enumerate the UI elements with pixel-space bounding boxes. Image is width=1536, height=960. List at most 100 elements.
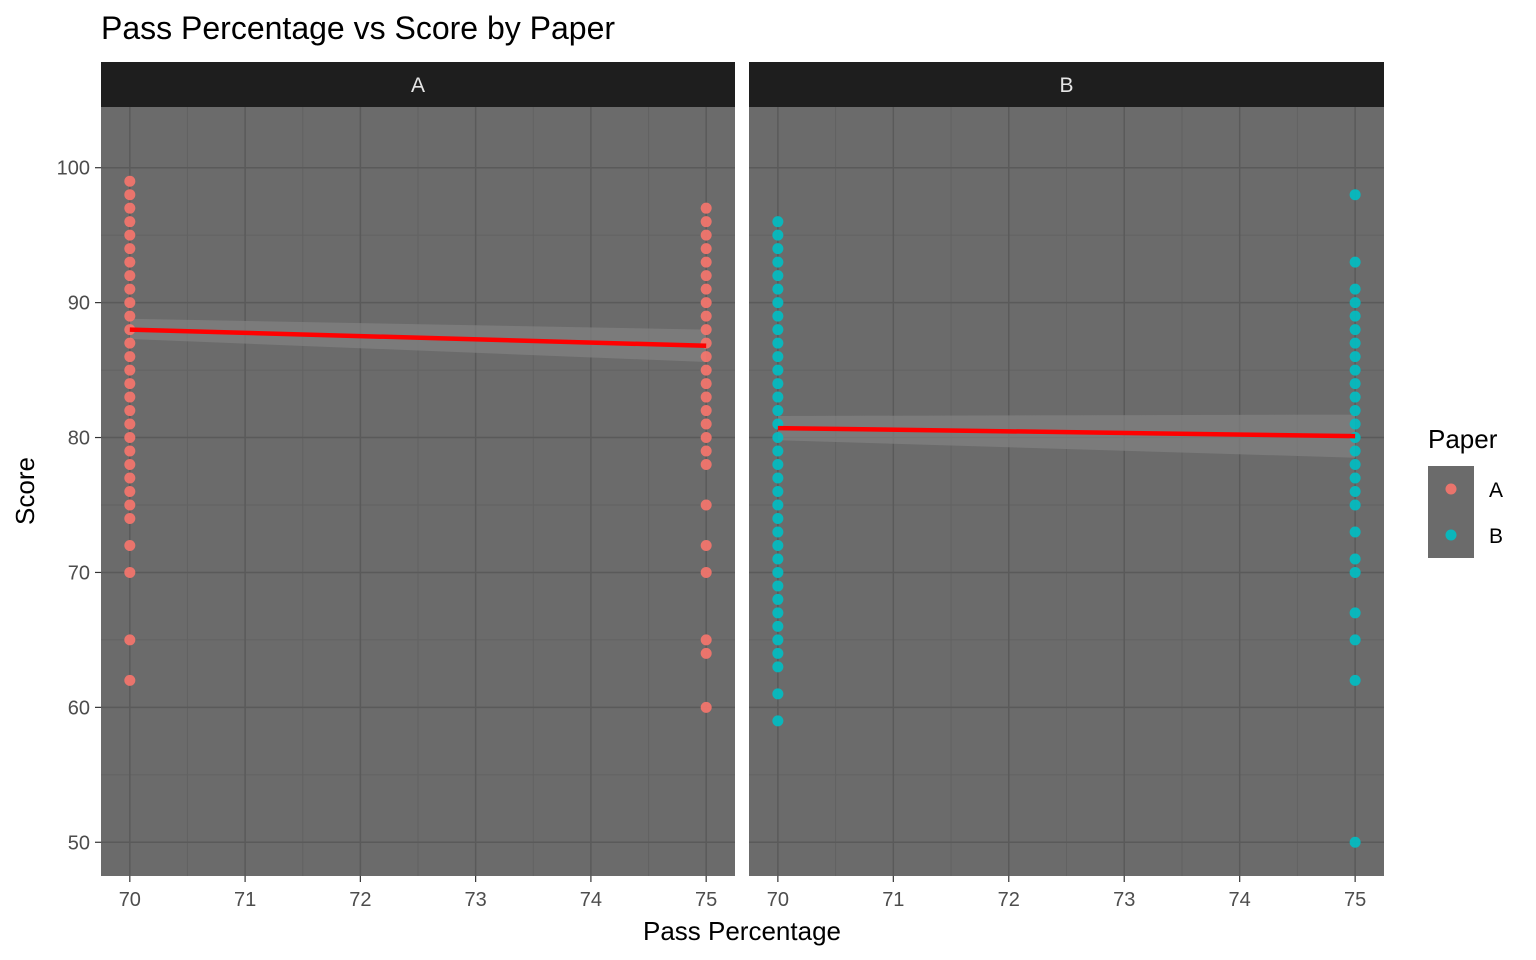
data-point xyxy=(1349,297,1361,309)
data-point xyxy=(772,472,784,484)
data-point xyxy=(700,634,712,646)
facet-strip-label: B xyxy=(1059,74,1073,97)
data-point xyxy=(124,202,136,214)
data-point xyxy=(124,539,136,551)
legend-label-b: B xyxy=(1489,525,1503,548)
data-point xyxy=(772,216,784,228)
data-point xyxy=(1349,486,1361,497)
data-point xyxy=(124,566,136,578)
data-point xyxy=(124,486,136,497)
data-point xyxy=(772,607,784,619)
data-point xyxy=(1349,418,1361,430)
data-point xyxy=(772,539,784,551)
data-point xyxy=(700,647,712,659)
data-point xyxy=(700,701,712,713)
data-point xyxy=(124,512,136,524)
data-point xyxy=(124,351,136,363)
x-tick-label: 73 xyxy=(1113,889,1135,911)
data-point xyxy=(124,418,136,430)
legend-key-b xyxy=(1445,529,1457,541)
data-point xyxy=(124,310,136,322)
data-point xyxy=(1349,526,1361,538)
data-point xyxy=(124,405,136,417)
data-point xyxy=(772,526,784,538)
data-point xyxy=(1349,324,1361,336)
data-point xyxy=(700,445,712,457)
data-point xyxy=(772,486,784,497)
x-tick-label: 74 xyxy=(580,889,602,911)
facet-panel-a: A 70 71 72 73 74 75 xyxy=(101,62,735,911)
data-point xyxy=(772,364,784,376)
data-point xyxy=(700,270,712,282)
x-tick-label: 74 xyxy=(1229,889,1251,911)
x-axis-title: Pass Percentage xyxy=(643,916,841,946)
data-point xyxy=(1349,634,1361,646)
data-point xyxy=(124,499,136,511)
data-point xyxy=(124,378,136,390)
data-point xyxy=(772,283,784,295)
data-point xyxy=(124,445,136,457)
data-point xyxy=(700,216,712,228)
data-point xyxy=(772,391,784,403)
data-point xyxy=(1349,337,1361,349)
data-point xyxy=(772,243,784,255)
data-point xyxy=(772,297,784,309)
trend-line xyxy=(777,425,1356,439)
x-tick-label: 75 xyxy=(1344,889,1366,911)
x-tick-label: 71 xyxy=(882,889,904,911)
data-point xyxy=(772,351,784,363)
data-point xyxy=(1349,378,1361,390)
data-point xyxy=(772,634,784,646)
data-point xyxy=(124,432,136,444)
y-tick-label: 60 xyxy=(68,697,90,719)
x-tick-label: 70 xyxy=(767,889,789,911)
data-point xyxy=(772,499,784,511)
data-point xyxy=(124,243,136,255)
trend-line xyxy=(129,327,707,349)
x-tick-label: 71 xyxy=(234,889,256,911)
data-point xyxy=(772,459,784,471)
data-point xyxy=(1349,674,1361,686)
legend-entries: AB xyxy=(1445,479,1503,548)
x-tick-label: 75 xyxy=(695,889,717,911)
x-tick-label: 70 xyxy=(119,889,141,911)
data-point xyxy=(1349,351,1361,363)
data-point xyxy=(124,256,136,268)
data-point xyxy=(772,512,784,524)
data-point xyxy=(1349,445,1361,457)
data-point xyxy=(772,661,784,673)
y-axis: 50 60 70 80 90 100 xyxy=(57,158,101,854)
data-point xyxy=(772,620,784,632)
data-point xyxy=(1349,836,1361,848)
data-point xyxy=(700,324,712,336)
legend-label-a: A xyxy=(1489,479,1503,502)
data-point xyxy=(124,472,136,484)
data-point xyxy=(1349,566,1361,578)
data-point xyxy=(700,256,712,268)
data-point xyxy=(772,378,784,390)
data-point xyxy=(1349,283,1361,295)
facet-strip-label: A xyxy=(411,74,425,97)
x-tick-label: 72 xyxy=(349,889,371,911)
y-tick-label: 100 xyxy=(57,158,90,180)
x-tick-label: 72 xyxy=(998,889,1020,911)
data-point xyxy=(700,202,712,214)
data-point xyxy=(772,715,784,727)
data-point xyxy=(700,499,712,511)
data-point xyxy=(1349,472,1361,484)
data-point xyxy=(1349,499,1361,511)
confidence-band xyxy=(129,318,707,362)
data-point xyxy=(124,283,136,295)
data-point xyxy=(700,283,712,295)
data-point xyxy=(700,351,712,363)
data-point xyxy=(124,634,136,646)
data-point xyxy=(124,297,136,309)
data-point xyxy=(124,189,136,201)
data-point xyxy=(700,229,712,241)
data-point xyxy=(772,405,784,417)
legend: Paper AB xyxy=(1428,424,1503,558)
data-point xyxy=(700,418,712,430)
data-point xyxy=(700,378,712,390)
data-point xyxy=(772,256,784,268)
